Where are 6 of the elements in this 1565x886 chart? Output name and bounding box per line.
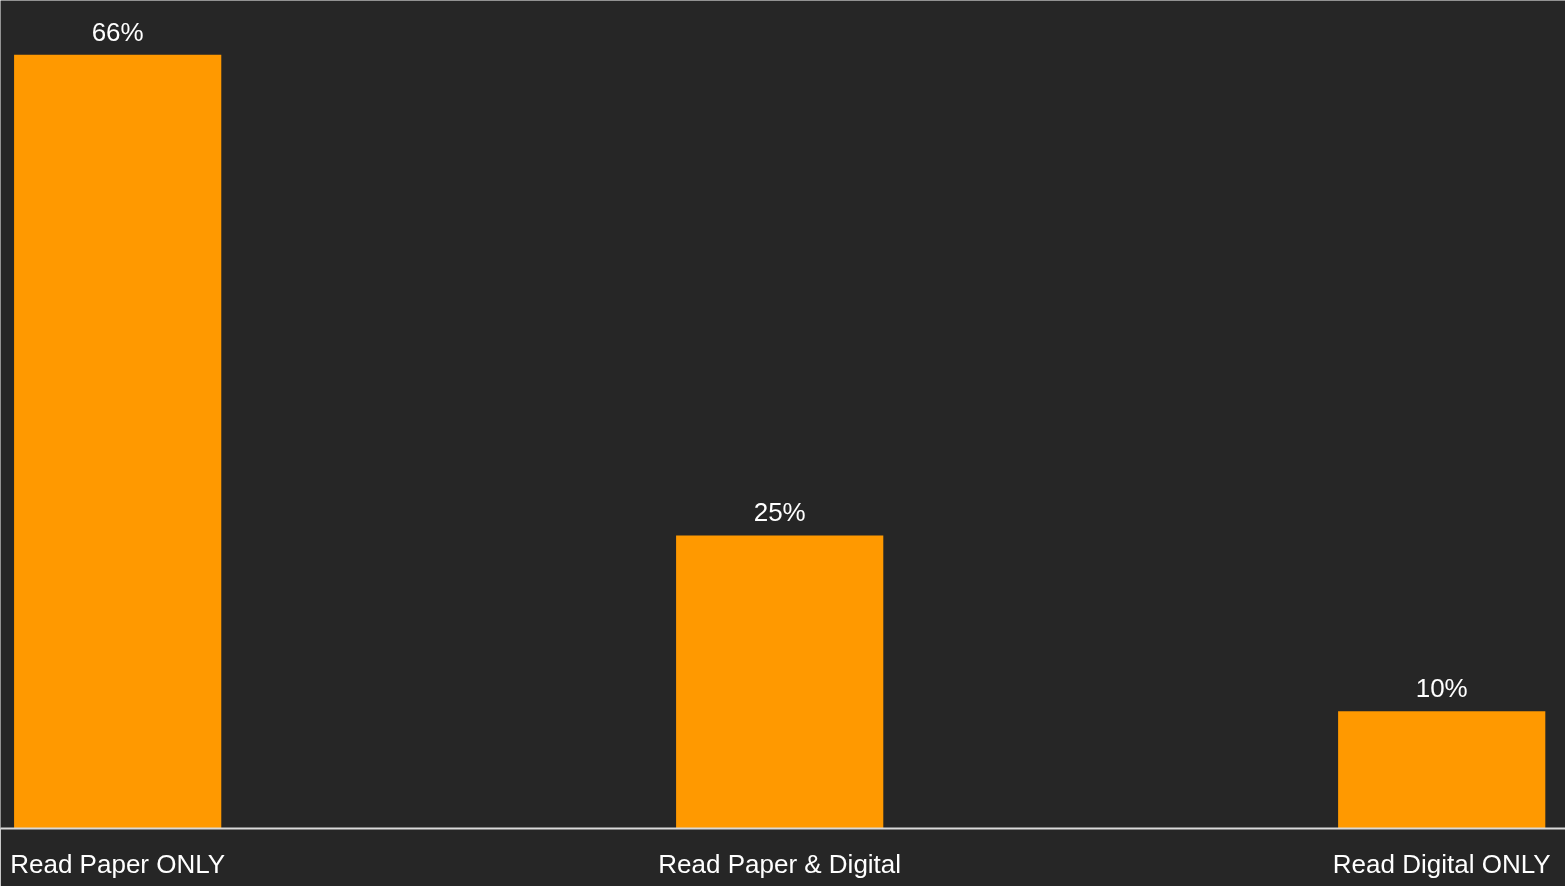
x-tick-label: Read Digital ONLY xyxy=(1332,848,1551,879)
x-tick-label: Read Paper ONLY xyxy=(10,848,226,879)
x-tick-label: Read Paper & Digital xyxy=(658,848,902,879)
data-label: 10% xyxy=(1415,673,1468,704)
data-label: 66% xyxy=(91,16,144,47)
data-label: 25% xyxy=(753,497,806,528)
